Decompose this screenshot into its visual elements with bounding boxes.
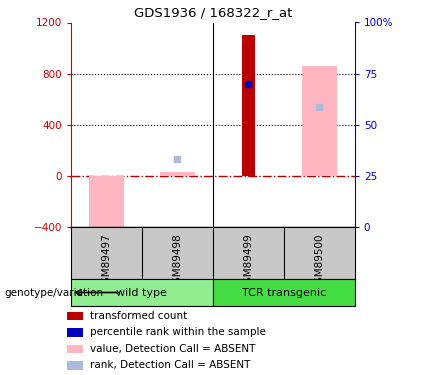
Text: value, Detection Call = ABSENT: value, Detection Call = ABSENT: [89, 344, 255, 354]
Text: GSM89498: GSM89498: [172, 233, 182, 290]
Bar: [301, 66, 337, 176]
Text: percentile rank within the sample: percentile rank within the sample: [89, 327, 265, 337]
Text: transformed count: transformed count: [89, 311, 187, 321]
Text: GSM89499: GSM89499: [243, 233, 253, 290]
Bar: [67, 328, 83, 337]
Text: GSM89497: GSM89497: [101, 233, 111, 290]
Bar: [67, 361, 83, 369]
Bar: [242, 35, 255, 176]
Text: genotype/variation: genotype/variation: [4, 288, 104, 297]
Bar: [89, 176, 124, 231]
Text: GSM89500: GSM89500: [314, 233, 324, 290]
Bar: [213, 279, 355, 306]
Title: GDS1936 / 168322_r_at: GDS1936 / 168322_r_at: [134, 6, 292, 18]
Bar: [160, 172, 195, 176]
Bar: [67, 312, 83, 320]
Bar: [67, 345, 83, 353]
Bar: [71, 279, 213, 306]
Text: rank, Detection Call = ABSENT: rank, Detection Call = ABSENT: [89, 360, 250, 370]
Text: wild type: wild type: [117, 288, 167, 297]
Text: TCR transgenic: TCR transgenic: [242, 288, 326, 297]
